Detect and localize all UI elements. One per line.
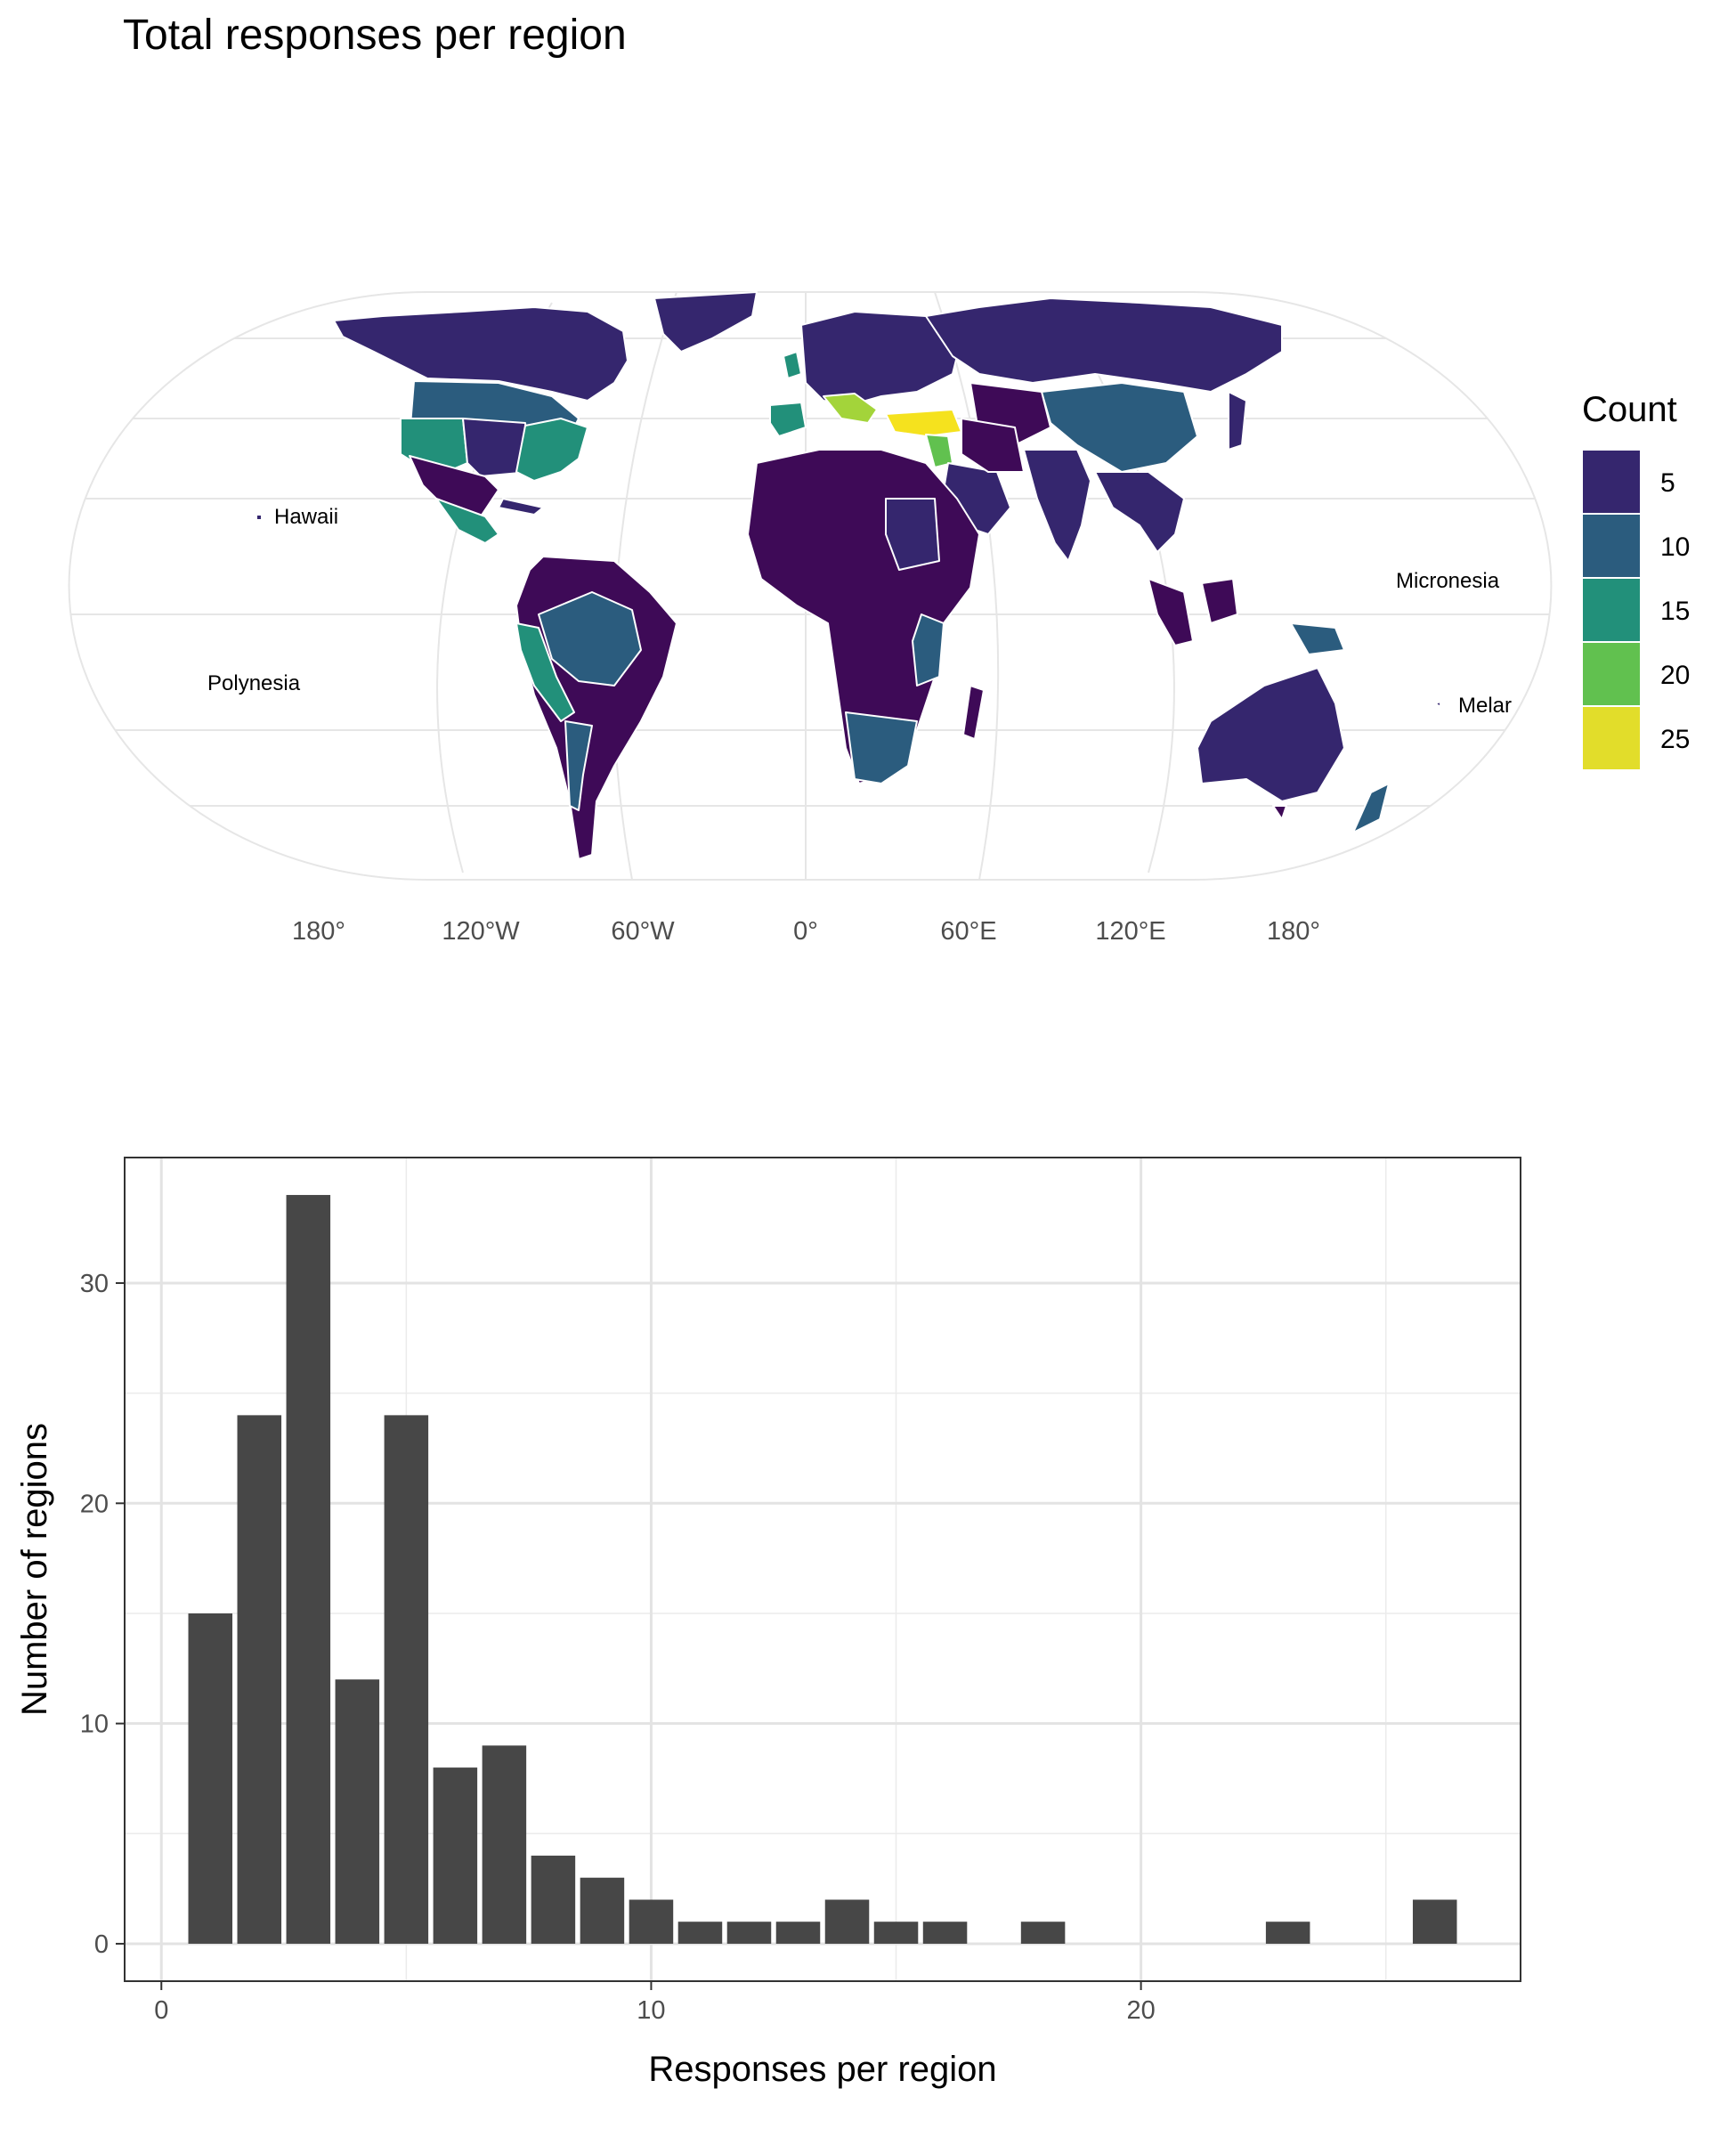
map-continents <box>256 291 1441 860</box>
region-argentina <box>564 720 593 811</box>
map-legend: Count 5 10 15 20 25 <box>1581 390 1690 771</box>
region-greenland <box>653 291 758 353</box>
legend-label: 15 <box>1660 597 1690 626</box>
region-central-america <box>435 498 499 544</box>
region-sahel-east <box>885 498 940 571</box>
legend-swatch <box>1581 513 1642 579</box>
region-india <box>1023 449 1091 562</box>
legend-label: 20 <box>1660 661 1690 690</box>
histogram-bar <box>286 1195 331 1944</box>
lon-label-180e: 180° <box>1267 917 1320 946</box>
region-hawaii-shape <box>256 514 263 521</box>
region-tasmania <box>1272 805 1287 820</box>
world-map: Hawaii Polynesia Micronesia Melar 180° 1… <box>68 291 1690 946</box>
region-peru <box>515 622 575 722</box>
lon-label-60w: 60°W <box>611 917 675 946</box>
lon-label-60e: 60°E <box>940 917 996 946</box>
region-southern-africa <box>845 711 918 784</box>
histogram: 0 10 20 0 10 20 30 Responses per region Number… <box>15 1157 1521 2089</box>
x-tick-label: 20 <box>1126 1996 1155 2025</box>
lon-label-120e: 120°E <box>1095 917 1165 946</box>
histogram-bar <box>580 1877 625 1944</box>
histogram-bar <box>482 1745 527 1944</box>
region-caribbean <box>498 498 544 516</box>
legend-label: 5 <box>1660 468 1675 498</box>
region-uk <box>783 351 802 379</box>
region-italy-balkans <box>823 393 878 424</box>
histogram-bar <box>824 1899 870 1944</box>
region-indonesia <box>1148 578 1194 646</box>
label-polynesia: Polynesia <box>207 671 301 695</box>
region-usa-central <box>462 418 531 477</box>
legend-title: Count <box>1582 390 1677 429</box>
histogram-bar <box>726 1922 772 1944</box>
histogram-bars <box>188 1195 1457 1944</box>
histogram-grid <box>125 1158 1521 1981</box>
y-tick-label: 10 <box>80 1710 109 1739</box>
legend-label: 10 <box>1660 532 1690 562</box>
lon-tick-labels: 180° 120°W 60°W 0° 60°E 120°E 180° <box>292 917 1320 946</box>
region-brazil <box>538 591 642 687</box>
region-new-zealand <box>1352 783 1390 833</box>
legend-label: 25 <box>1660 725 1690 754</box>
histogram-bar <box>531 1856 576 1944</box>
histogram-bar <box>922 1922 968 1944</box>
y-tick-label: 0 <box>94 1930 109 1959</box>
histogram-bar <box>1265 1922 1310 1944</box>
region-russia <box>925 297 1283 393</box>
histogram-bar <box>629 1899 674 1944</box>
histogram-bar <box>237 1415 282 1944</box>
lon-label-120w: 120°W <box>442 917 520 946</box>
legend-swatch <box>1581 705 1642 771</box>
x-tick-label: 10 <box>637 1996 665 2025</box>
legend-swatch <box>1581 449 1642 515</box>
label-hawaii: Hawaii <box>274 505 338 529</box>
histogram-bar <box>335 1679 380 1944</box>
region-europe <box>800 311 962 406</box>
map-title: Total responses per region <box>123 12 627 59</box>
region-china <box>1041 382 1198 473</box>
histogram-bar <box>1412 1899 1457 1944</box>
histogram-bar <box>873 1922 919 1944</box>
x-axis-label: Responses per region <box>648 2050 996 2089</box>
x-tick-label: 0 <box>154 1996 168 2025</box>
region-east-africa <box>912 613 945 687</box>
histogram-ticks: 0 10 20 0 10 20 30 <box>80 1270 1156 2025</box>
region-iberia <box>769 402 807 437</box>
region-japan <box>1228 391 1247 451</box>
plot-panel-border <box>124 1157 1521 1982</box>
histogram-bar <box>677 1922 723 1944</box>
region-australia <box>1197 667 1345 802</box>
y-tick-label: 30 <box>80 1270 109 1298</box>
histogram-bar <box>188 1613 233 1944</box>
histogram-bar <box>384 1415 429 1944</box>
region-usa-east <box>515 418 588 482</box>
lon-label-0: 0° <box>793 917 818 946</box>
label-melanesia: Melar <box>1458 694 1512 718</box>
histogram-bar <box>433 1767 478 1944</box>
region-new-guinea <box>1290 622 1345 655</box>
histogram-bar <box>1020 1922 1066 1944</box>
region-iran <box>961 418 1025 473</box>
legend-swatch <box>1581 641 1642 707</box>
lon-label-180w: 180° <box>292 917 345 946</box>
legend-swatch <box>1581 577 1642 643</box>
region-madagascar <box>962 685 985 740</box>
region-borneo <box>1201 578 1238 624</box>
y-axis-label: Number of regions <box>15 1423 54 1716</box>
region-se-asia <box>1094 471 1185 553</box>
region-turkey <box>885 409 962 437</box>
y-tick-label: 20 <box>80 1490 109 1518</box>
region-melanesia-shape <box>1434 701 1441 708</box>
region-canada <box>333 306 629 402</box>
histogram-bar <box>775 1922 821 1944</box>
label-micronesia: Micronesia <box>1396 569 1500 593</box>
